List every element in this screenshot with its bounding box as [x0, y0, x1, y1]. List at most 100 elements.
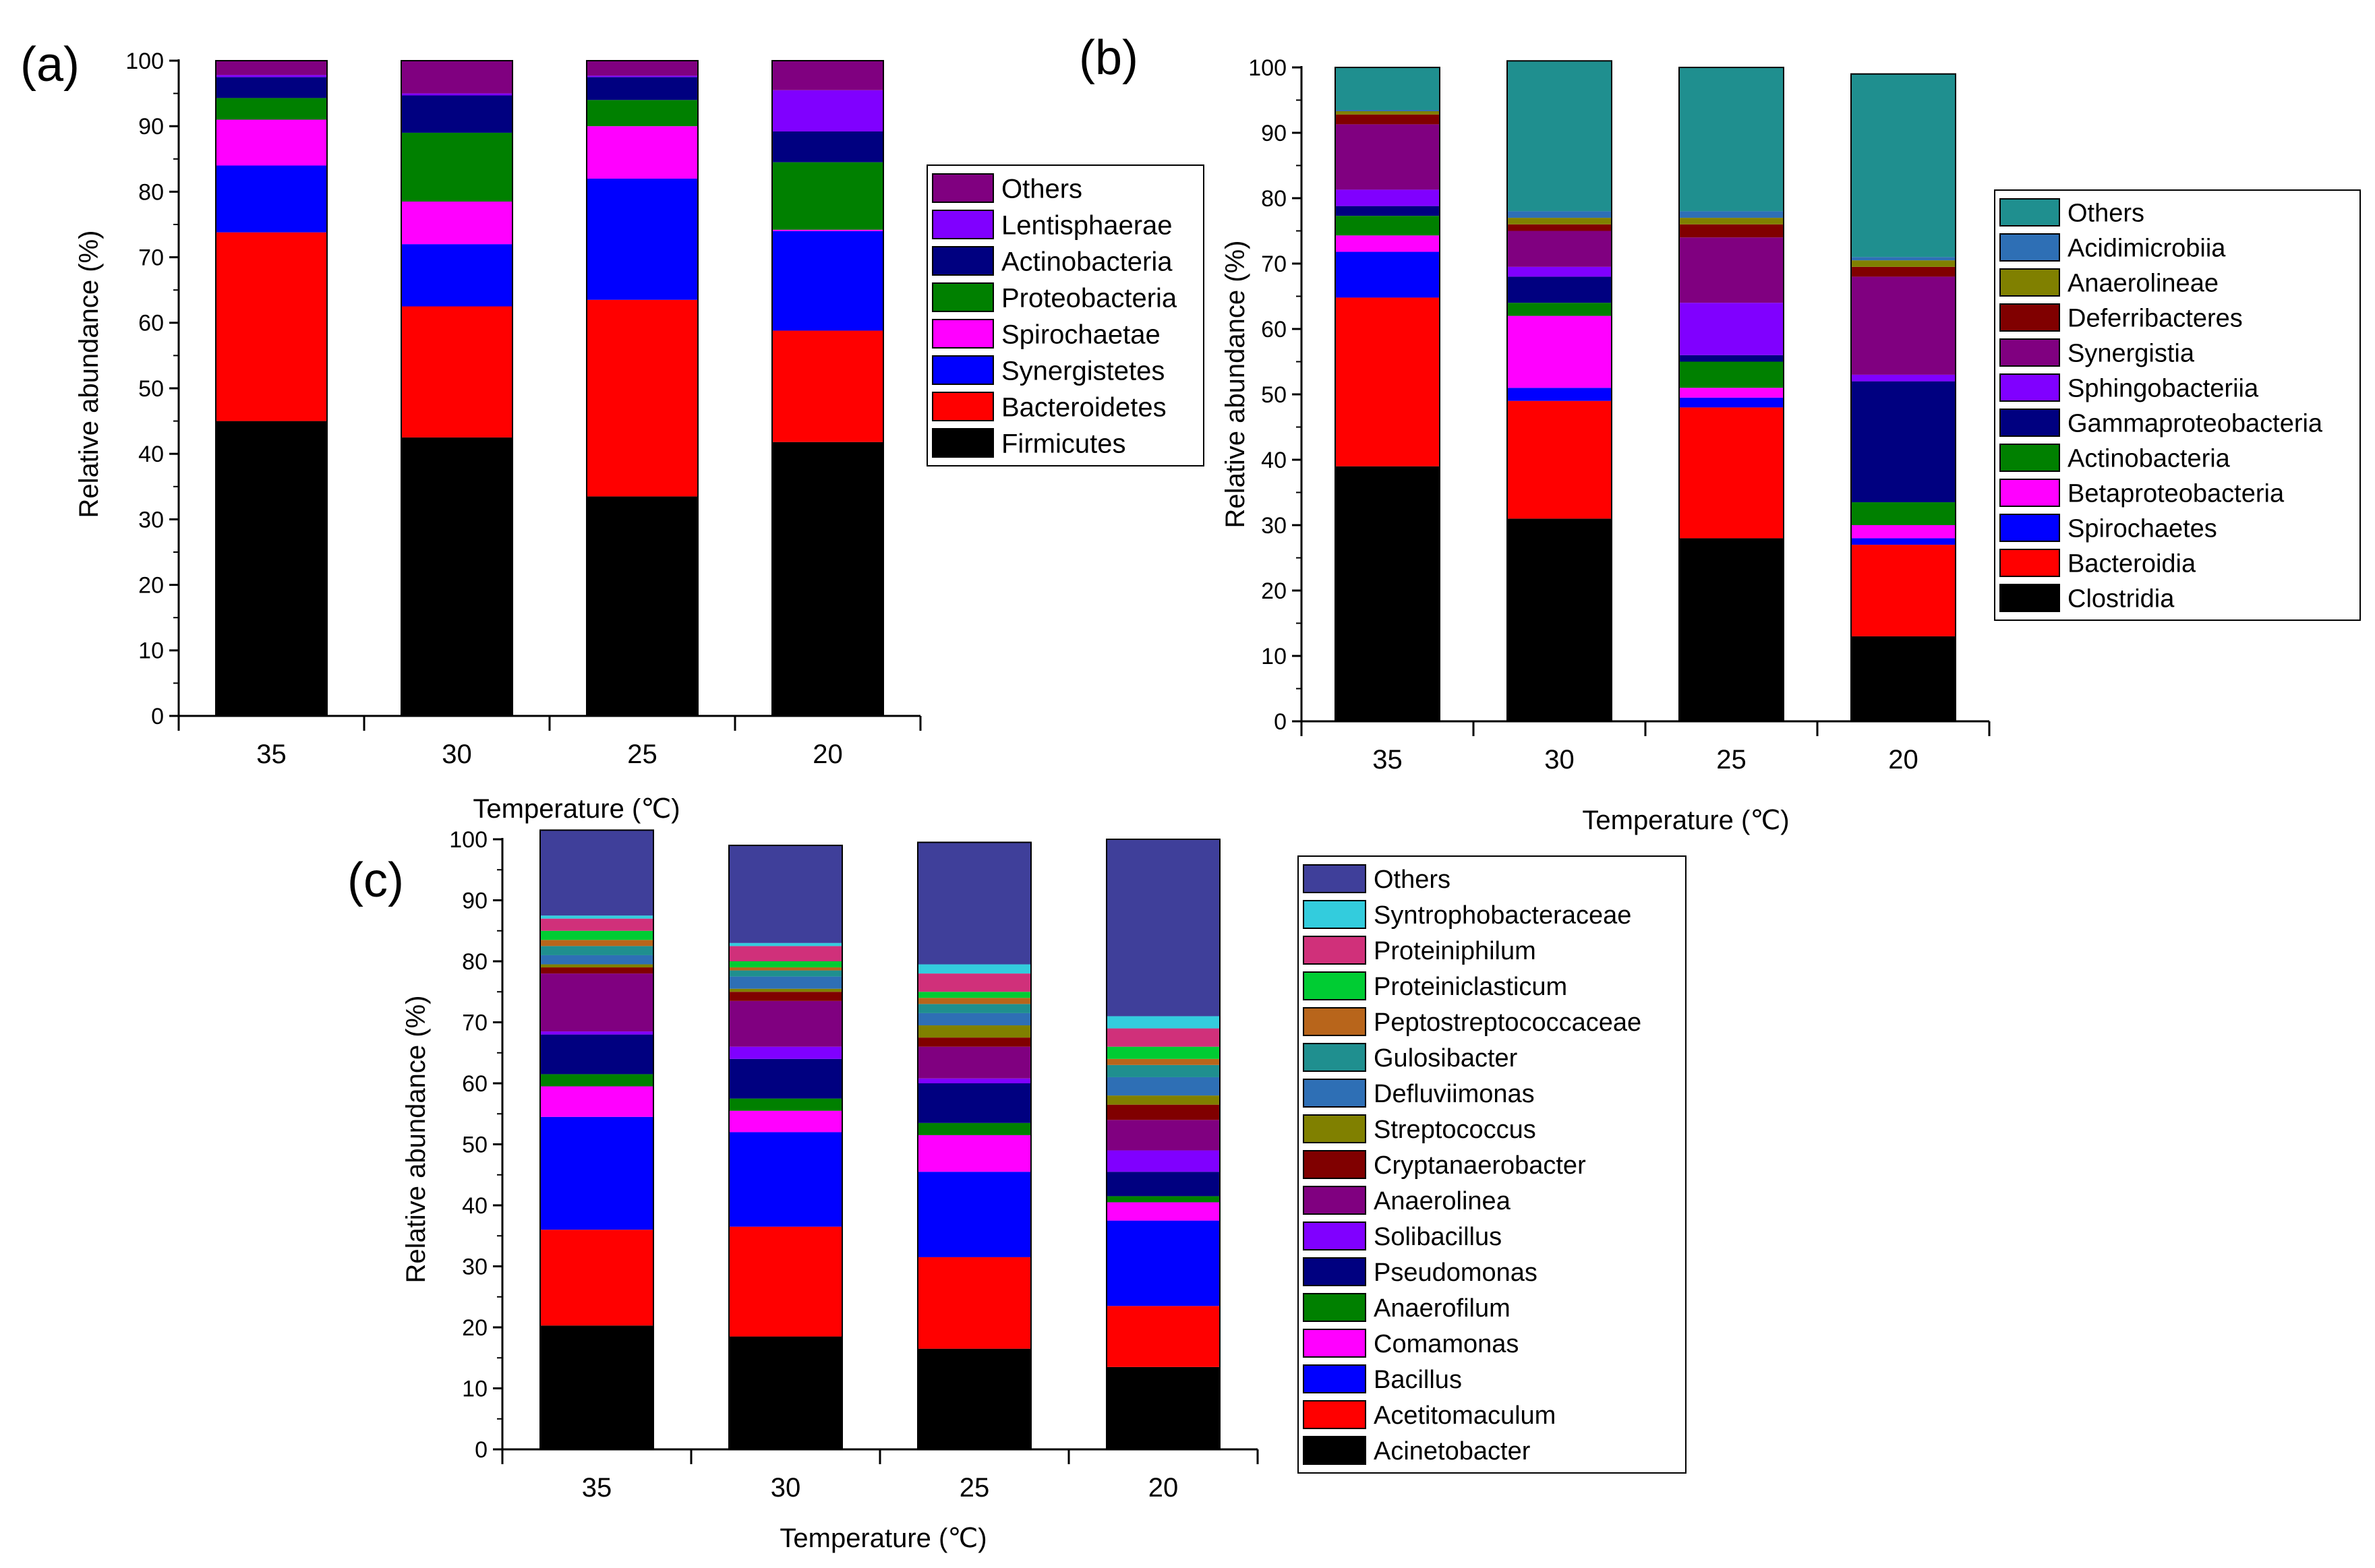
legend-swatch	[1999, 479, 2060, 507]
bar-segment-gammaproteobacteria	[1851, 381, 1956, 503]
bar-segment-bacillus	[1107, 1220, 1220, 1306]
bar-segment-spirochaetae	[587, 126, 698, 179]
y-tick-label: 40	[138, 442, 164, 467]
bar-segment-lentisphaerae	[587, 76, 698, 78]
legend-swatch	[1999, 338, 2060, 367]
x-tick-label: 25	[627, 740, 657, 769]
bar-segment-acidimicrobiia	[1679, 211, 1784, 218]
bar-segment-acidimicrobiia	[1335, 110, 1440, 111]
legend-label: Acinetobacter	[1374, 1437, 1531, 1466]
bar-segment-clostridia	[1679, 538, 1784, 721]
bar-segment-acetitomaculum	[1107, 1306, 1220, 1367]
y-tick-label: 30	[1261, 513, 1287, 539]
legend-label: Deferribacteres	[2068, 305, 2243, 333]
bar-segment-proteiniphilum	[918, 973, 1031, 992]
bar-segment-solibacillus	[540, 1031, 653, 1035]
bar-segment-peptostreptococcaceae	[1107, 1058, 1220, 1065]
bar-outline	[539, 829, 654, 1451]
bar-segment-pseudomonas	[1107, 1172, 1220, 1197]
bar-segment-acidimicrobiia	[1507, 211, 1612, 218]
bar-segment-others	[587, 61, 698, 76]
bar-segment-syntrophobacteraceae	[729, 942, 842, 946]
bar-segment-bacteroidia	[1851, 545, 1956, 636]
legend-label: Synergistetes	[1001, 356, 1165, 386]
x-tick-label: 35	[582, 1473, 612, 1503]
y-tick-label: 10	[1261, 644, 1287, 669]
legend-swatch	[1303, 864, 1366, 893]
x-tick-label: 30	[771, 1473, 801, 1503]
bar-segment-anaerolinea	[729, 1000, 842, 1047]
legend-label: Bacillus	[1374, 1366, 1462, 1394]
legend-swatch	[1999, 514, 2060, 542]
bar-segment-lentisphaerae	[401, 93, 512, 96]
legend-swatch	[1303, 1007, 1366, 1036]
bar-segment-acetitomaculum	[729, 1226, 842, 1337]
legend-swatch	[932, 173, 994, 203]
bar-segment-cryptanaerobacter	[918, 1037, 1031, 1047]
bar-outline	[1335, 67, 1440, 722]
x-tick-label: 35	[1372, 745, 1403, 775]
legend-swatch	[932, 355, 994, 385]
legend-label: Streptococcus	[1374, 1116, 1536, 1144]
legend-swatch	[1303, 1079, 1366, 1108]
bar-segment-bacteroidia	[1335, 297, 1440, 466]
bar-segment-anaerofilum	[918, 1122, 1031, 1135]
legend-label: Peptostreptococcaceae	[1374, 1008, 1641, 1037]
legend-label: Syntrophobacteraceae	[1374, 901, 1631, 930]
bar-segment-actinobacteria	[587, 77, 698, 100]
legend-label: Firmicutes	[1001, 429, 1125, 458]
legend-swatch	[1999, 268, 2060, 297]
bar-segment-anaerolineae	[1335, 111, 1440, 115]
x-tick-label: 30	[442, 740, 472, 769]
bar-segment-others	[401, 61, 512, 94]
y-tick-label: 60	[138, 311, 164, 336]
y-tick-label: 70	[462, 1010, 488, 1035]
bar-segment-others	[1507, 61, 1612, 212]
bar-segment-acinetobacter	[729, 1336, 842, 1449]
y-tick-label: 70	[1261, 251, 1287, 277]
x-tick-label: 30	[1544, 745, 1575, 775]
bar-segment-anaerolinea	[540, 973, 653, 1032]
bar-segment-spirochaetae	[772, 229, 883, 231]
bar-outline	[401, 60, 513, 717]
bar-segment-anaerolineae	[1679, 218, 1784, 224]
bar-segment-peptostreptococcaceae	[918, 998, 1031, 1004]
legend-swatch	[1303, 900, 1366, 929]
legend-label: Gammaproteobacteria	[2068, 410, 2323, 438]
bar-segment-anaerolineae	[1507, 218, 1612, 224]
bar-segment-spirochaetes	[1851, 538, 1956, 545]
bar-segment-synergistetes	[587, 178, 698, 300]
x-tick-label: 20	[1148, 1473, 1179, 1503]
bar-outline	[917, 841, 1032, 1450]
bar-segment-acidimicrobiia	[1851, 257, 1956, 261]
bar-segment-firmicutes	[216, 421, 327, 716]
bar-segment-pseudomonas	[918, 1083, 1031, 1123]
legend-label: Clostridia	[2068, 585, 2175, 613]
legend-swatch	[932, 282, 994, 312]
bar-segment-syntrophobacteraceae	[918, 964, 1031, 974]
bar-segment-anaerofilum	[729, 1098, 842, 1111]
legend-label: Others	[1001, 174, 1082, 204]
bar-outline	[1678, 67, 1784, 722]
bar-segment-sphingobacteriia	[1851, 374, 1956, 382]
bar-segment-gulosibacter	[540, 946, 653, 955]
legend-swatch	[932, 246, 994, 276]
legend-label: Spirochaetae	[1001, 320, 1161, 349]
panel-c-label: (c)	[347, 853, 404, 907]
bar-segment-comamonas	[729, 1110, 842, 1133]
panel-c-ylabel: Relative abundance (%)	[401, 996, 431, 1284]
bar-segment-gulosibacter	[918, 1004, 1031, 1013]
legend-swatch	[932, 428, 994, 458]
bar-outline	[215, 60, 328, 717]
bar-segment-acinetobacter	[540, 1325, 653, 1449]
y-tick-label: 0	[475, 1437, 488, 1463]
bar-segment-bacillus	[729, 1132, 842, 1227]
legend-label: Spirochaetes	[2068, 515, 2217, 543]
y-tick-label: 50	[1261, 382, 1287, 408]
legend-swatch	[1999, 409, 2060, 437]
bar-segment-clostridia	[1851, 636, 1956, 721]
bar-segment-peptostreptococcaceae	[729, 967, 842, 971]
legend-label: Others	[2068, 200, 2144, 228]
bar-segment-comamonas	[540, 1086, 653, 1117]
legend-swatch	[932, 319, 994, 349]
